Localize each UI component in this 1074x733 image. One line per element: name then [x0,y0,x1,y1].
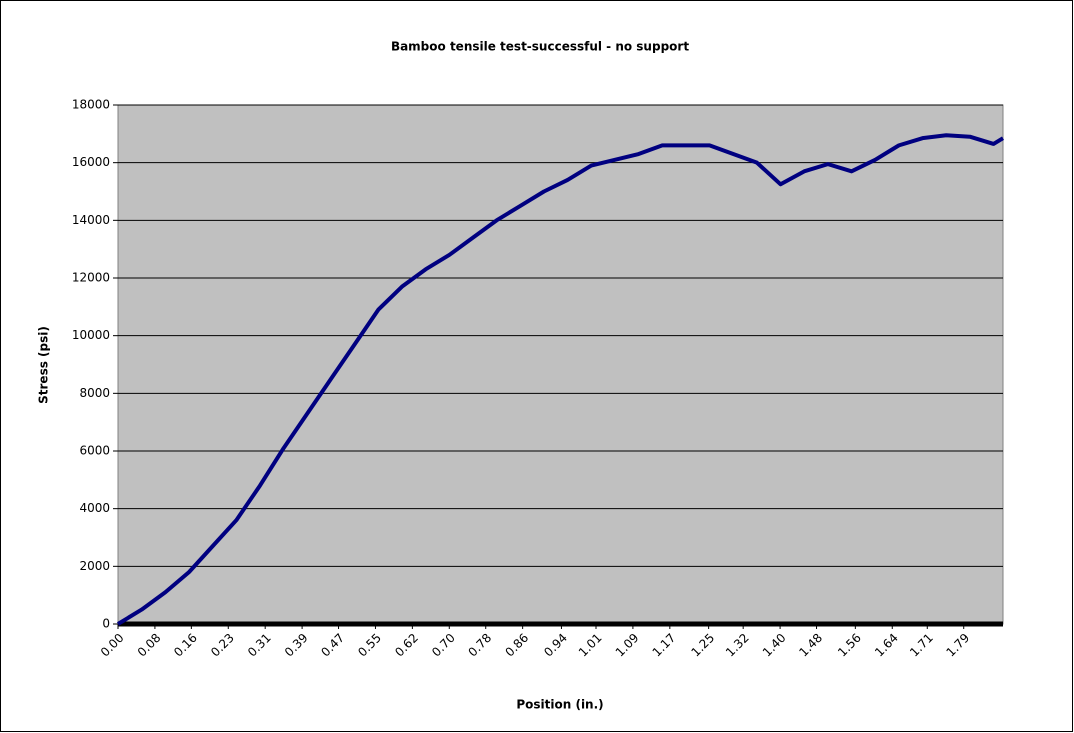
chart-title: Bamboo tensile test-successful - no supp… [391,40,689,54]
y-tick-label: 18000 [72,98,110,112]
y-tick-label: 8000 [79,386,110,400]
plot-area [117,104,1004,625]
x-axis-label: Position (in.) [516,698,603,712]
y-tick-label: 6000 [79,444,110,458]
data-line [116,133,1005,626]
y-tick-label: 16000 [72,155,110,169]
y-axis-label: Stress (psi) [37,326,51,404]
y-tick-label: 0 [102,617,110,631]
y-tick-label: 2000 [79,559,110,573]
y-tick-label: 10000 [72,328,110,342]
y-tick-label: 12000 [72,271,110,285]
y-tick-label: 4000 [79,501,110,515]
y-tick-label: 14000 [72,213,110,227]
